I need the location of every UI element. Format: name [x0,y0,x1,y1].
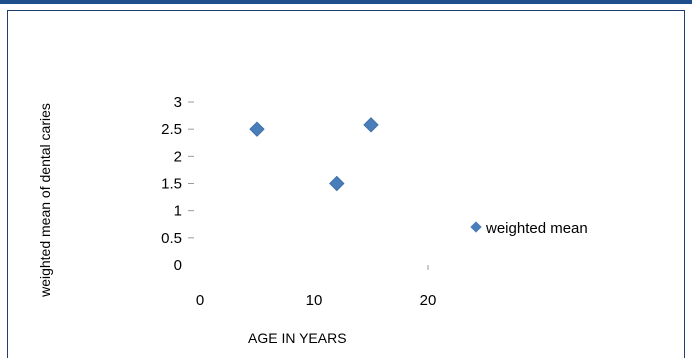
y-tick-label: 0.5 [161,230,182,247]
y-tick-label: 2.5 [161,121,182,138]
y-tick-label: 3 [174,94,182,111]
y-tick-label: 2 [174,148,182,165]
data-point [363,117,379,133]
legend-diamond-icon [470,221,482,233]
x-axis-title: AGE IN YEARS [248,330,347,346]
x-tick-label: 20 [420,292,437,309]
chart-frame [7,10,685,358]
legend-label: weighted mean [486,220,588,237]
chart-area [52,27,650,349]
y-axis-title: weighted mean of dental caries [37,103,53,297]
x-tick-label: 0 [196,292,204,309]
x-axis: 0 10 20 [196,265,437,309]
data-point [249,121,265,137]
page-top-rule [0,0,692,4]
data-point [329,175,345,192]
series-weighted-mean [249,117,379,192]
y-tick-label: 1 [174,203,182,220]
legend: weighted mean [470,220,588,237]
x-tick-label: 10 [306,292,323,309]
y-tick-label: 0 [174,257,182,274]
y-tick-label: 1.5 [161,176,182,193]
y-axis: 0 0.5 1 1.5 2 2.5 3 [161,94,194,274]
